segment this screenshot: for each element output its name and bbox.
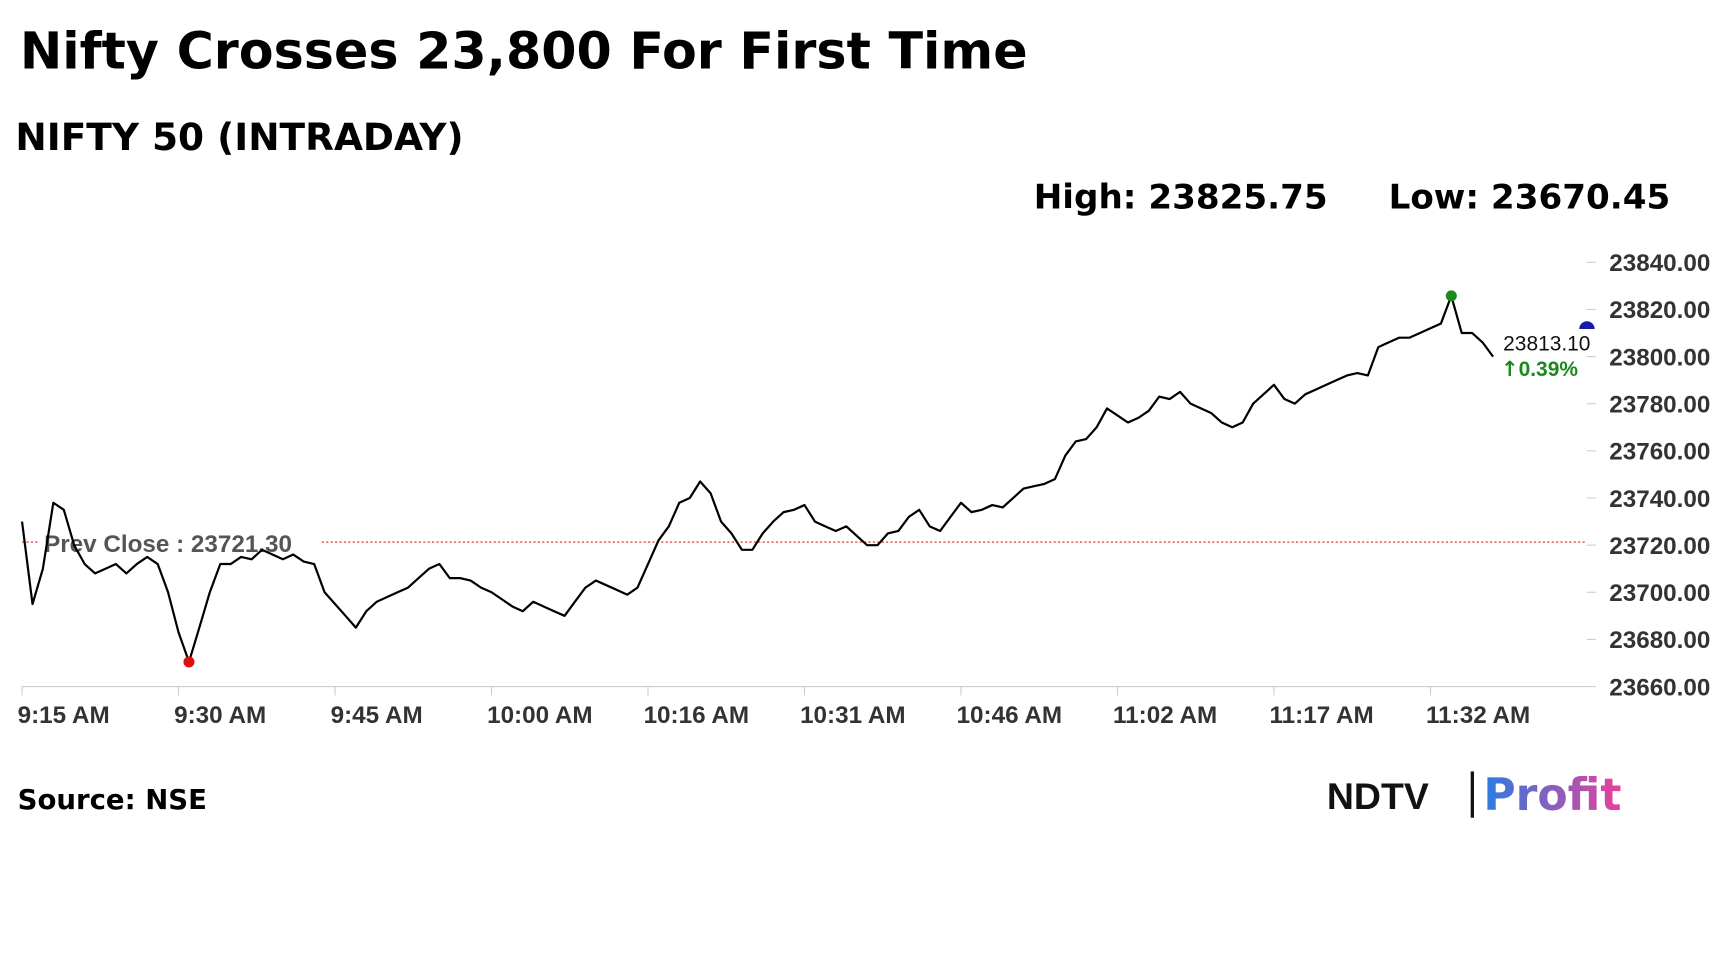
chart-title: Nifty Crosses 23,800 For First Time [20, 21, 1028, 80]
y-tick-label: 23780.00 [1609, 392, 1710, 419]
low-label: Low: 23670.45 [1389, 177, 1671, 217]
y-tick-label: 23660.00 [1609, 674, 1710, 701]
low-marker [183, 656, 195, 668]
x-tick-label: 11:17 AM [1270, 702, 1374, 729]
prev-close-bg [39, 526, 322, 558]
brand-product: Profit [1483, 770, 1621, 821]
x-tick-label: 10:00 AM [487, 702, 593, 729]
y-tick-label: 23800.00 [1609, 344, 1710, 371]
x-tick-label: 9:45 AM [331, 702, 423, 729]
last-price: 23813.10 [1503, 332, 1590, 355]
y-tick-label: 23720.00 [1609, 533, 1710, 560]
price-line [20, 294, 1494, 663]
y-tick-label: 23740.00 [1609, 486, 1710, 513]
prev-close-value: 23721.30 [191, 531, 292, 558]
x-tick-label: 10:16 AM [644, 702, 750, 729]
low-label-text: Low: [1389, 177, 1479, 217]
x-tick-label: 11:02 AM [1113, 702, 1217, 729]
last-change: 0.39% [1519, 358, 1579, 381]
y-tick-label: 23680.00 [1609, 627, 1710, 654]
chart-subtitle: NIFTY 50 (INTRADAY) [15, 115, 463, 159]
y-tick-label: 23840.00 [1609, 250, 1710, 277]
prev-close-text: Prev Close : [44, 531, 184, 558]
y-tick-label: 23820.00 [1609, 297, 1710, 324]
source: Source: NSE [18, 784, 207, 816]
high-value: 23825.75 [1148, 177, 1327, 217]
y-tick-label: 23700.00 [1609, 580, 1710, 607]
high-marker [1445, 290, 1457, 302]
last-marker [1579, 321, 1595, 329]
x-tick-label: 11:32 AM [1426, 702, 1530, 729]
high-label-text: High: [1034, 177, 1137, 217]
brand-name: NDTV [1327, 775, 1429, 817]
prev-close-label: Prev Close : 23721.30 [44, 531, 292, 558]
x-tick-label: 9:30 AM [174, 702, 266, 729]
x-tick-label: 10:31 AM [800, 702, 906, 729]
y-tick-label: 23760.00 [1609, 439, 1710, 466]
high-label: High: 23825.75 [1034, 177, 1328, 217]
low-value: 23670.45 [1491, 177, 1670, 217]
x-tick-label: 10:46 AM [957, 702, 1063, 729]
change-arrow: ↑ [1501, 357, 1519, 381]
x-tick-label: 9:15 AM [18, 702, 110, 729]
